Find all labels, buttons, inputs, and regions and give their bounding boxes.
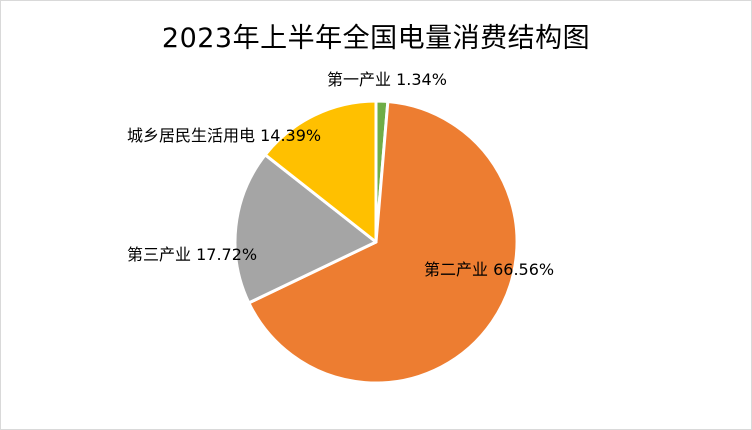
pie-slices	[233, 99, 519, 385]
pie-slice-2	[247, 100, 519, 385]
pie-labels: 第一产业 1.34% 第二产业 66.56% 第三产业 17.72% 城乡居民生…	[127, 70, 554, 279]
label-slice-4: 城乡居民生活用电 14.39%	[127, 126, 321, 145]
label-slice-3: 第三产业 17.72%	[127, 245, 257, 264]
label-slice-2: 第二产业 66.56%	[424, 260, 554, 279]
pie-slice-3	[233, 153, 378, 305]
pie-slice-4	[263, 99, 378, 244]
chart-title: 2023年上半年全国电量消费结构图	[161, 23, 591, 54]
label-slice-1: 第一产业 1.34%	[327, 70, 447, 89]
